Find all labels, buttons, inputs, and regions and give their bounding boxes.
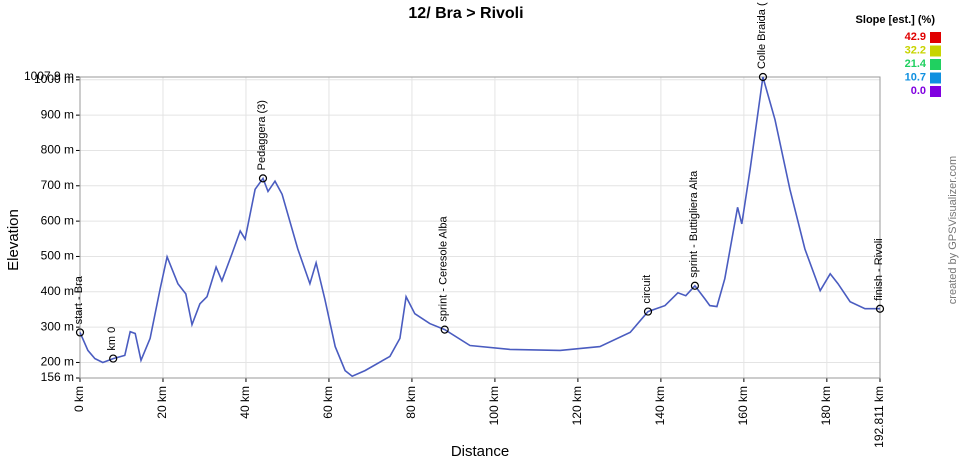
waypoint xyxy=(75,328,85,337)
y-tick-label: 400 m xyxy=(41,284,74,298)
x-tick-label: 180 km xyxy=(819,386,833,425)
legend-swatch xyxy=(930,72,941,84)
legend-title: Slope [est.] (%) xyxy=(856,14,936,26)
y-axis-label: Elevation xyxy=(5,209,22,271)
x-tick-label: 160 km xyxy=(736,386,750,425)
legend-swatch xyxy=(930,86,941,97)
elevation-line xyxy=(79,76,880,378)
waypoint-label: km 0 xyxy=(106,327,118,351)
waypoint-label: Pedaggera (3) xyxy=(256,100,268,170)
waypoint-label: Colle Braida ( xyxy=(756,2,768,69)
legend-label: 42.9 xyxy=(905,31,926,43)
legend-swatch xyxy=(930,45,941,57)
waypoint xyxy=(690,281,700,290)
x-tick-label: 100 km xyxy=(487,386,501,425)
credit: created by GPSVisualizer.com xyxy=(947,156,959,304)
y-tick-label: 800 m xyxy=(41,143,74,157)
waypoint xyxy=(109,354,118,363)
plot-frame xyxy=(79,76,881,379)
x-tick-label: 40 km xyxy=(238,386,252,419)
waypoint xyxy=(440,325,449,334)
x-tick-label: 192.811 km xyxy=(872,386,886,448)
y-tick-label: 1000 m xyxy=(34,72,74,86)
waypoint-label: sprint - Ceresole Alba xyxy=(438,216,450,322)
legend-swatch xyxy=(930,59,941,70)
x-tick-label: 20 km xyxy=(155,386,169,419)
waypoint xyxy=(758,72,768,82)
waypoint-label: finish - Rivoli xyxy=(873,238,885,300)
waypoint xyxy=(643,307,653,316)
y-tick-label: 500 m xyxy=(41,249,74,263)
waypoint-label: circuit xyxy=(641,275,653,304)
y-tick-label: 300 m xyxy=(41,319,74,333)
x-tick-label: 80 km xyxy=(404,386,418,419)
chart-title: 12/ Bra > Rivoli xyxy=(408,5,523,22)
x-tick-label: 0 km xyxy=(72,386,86,412)
x-tick-label: 60 km xyxy=(321,386,335,419)
y-tick-label: 200 m xyxy=(41,355,74,369)
y-tick-label: 900 m xyxy=(41,107,74,121)
y-tick-label: 700 m xyxy=(41,178,74,192)
waypoint xyxy=(258,174,268,183)
y-tick-label: 600 m xyxy=(41,213,74,227)
legend-label: 32.2 xyxy=(905,44,926,56)
x-axis-label: Distance xyxy=(451,443,509,460)
waypoint xyxy=(875,304,885,313)
waypoint-label: start - Bra xyxy=(73,275,85,324)
waypoint-label: sprint - Buttigliera Alta xyxy=(688,170,700,278)
legend-label: 21.4 xyxy=(905,58,927,70)
legend-label: 10.7 xyxy=(905,71,926,83)
legend-label: 0.0 xyxy=(911,85,926,97)
legend-swatch xyxy=(930,32,941,43)
x-tick-label: 140 km xyxy=(653,386,667,425)
y-tick-label: 1007.9 m xyxy=(24,69,74,83)
x-tick-label: 120 km xyxy=(570,386,584,425)
y-tick-label: 156 m xyxy=(41,370,74,384)
